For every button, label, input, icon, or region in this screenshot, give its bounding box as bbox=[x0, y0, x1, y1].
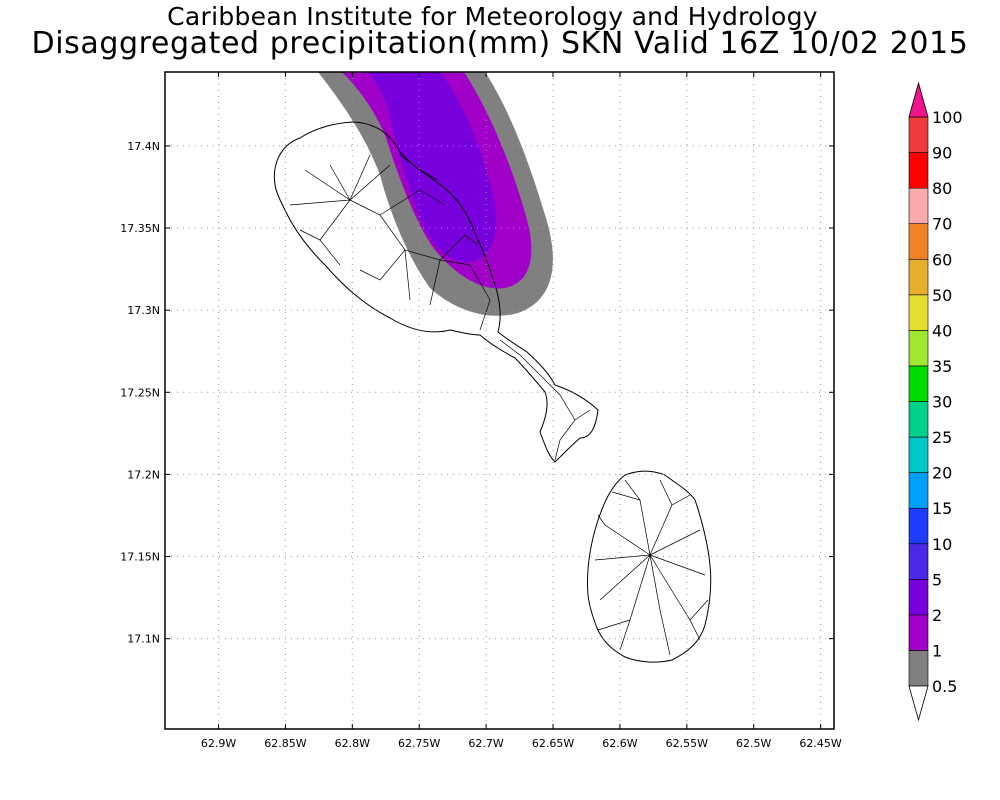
colorbar-segment bbox=[908, 401, 929, 438]
title-line-1: Caribbean Institute for Meteorology and … bbox=[167, 2, 818, 31]
colorbar-label: 100 bbox=[932, 108, 963, 127]
colorbar-label: 35 bbox=[932, 357, 952, 376]
lon-tick-label: 62.45W bbox=[799, 737, 841, 750]
lon-tick-label: 62.75W bbox=[398, 737, 440, 750]
lon-tick-label: 62.8W bbox=[335, 737, 370, 750]
colorbar-segment bbox=[908, 187, 929, 224]
colorbar-segment bbox=[908, 330, 929, 367]
lat-tick-label: 17.1N bbox=[127, 633, 160, 646]
colorbar-label: 2 bbox=[932, 606, 942, 625]
lon-tick-label: 62.65W bbox=[532, 737, 574, 750]
lat-tick-label: 17.35N bbox=[120, 222, 160, 235]
island-outlines bbox=[273, 121, 712, 663]
lat-tick-label: 17.25N bbox=[120, 386, 160, 399]
colorbar-segment bbox=[908, 116, 929, 153]
st-kitts-drainage bbox=[289, 154, 591, 461]
colorbar-label: 15 bbox=[932, 499, 952, 518]
nevis-drainage bbox=[594, 479, 709, 656]
colorbar-label: 0.5 bbox=[932, 677, 957, 696]
colorbar-segment bbox=[908, 650, 929, 687]
colorbar-segment bbox=[908, 472, 929, 509]
st-kitts-outline bbox=[273, 121, 599, 463]
colorbar-bottom-arrow bbox=[908, 685, 929, 722]
colorbar-label: 20 bbox=[932, 464, 952, 483]
colorbar-label: 90 bbox=[932, 144, 952, 163]
colorbar-label: 60 bbox=[932, 250, 952, 269]
colorbar-segment bbox=[908, 543, 929, 580]
nevis-outline bbox=[587, 470, 712, 663]
colorbar-label: 5 bbox=[932, 570, 942, 589]
map-axes: 62.9W 62.85W 62.8W 62.75W 62.7W 62.65W 62.6W 62… bbox=[120, 72, 842, 750]
colorbar-label: 25 bbox=[932, 428, 952, 447]
colorbar-top-arrow bbox=[908, 81, 929, 118]
lat-tick-label: 17.4N bbox=[127, 140, 160, 153]
colorbar-segment bbox=[908, 223, 929, 260]
map-frame bbox=[164, 71, 835, 730]
colorbar-label: 80 bbox=[932, 179, 952, 198]
colorbar-segment bbox=[908, 614, 929, 651]
colorbar-label: 10 bbox=[932, 535, 952, 554]
colorbar-segment bbox=[908, 365, 929, 402]
colorbar-segment bbox=[908, 507, 929, 545]
lon-tick-label: 62.55W bbox=[666, 737, 708, 750]
colorbar-label: 70 bbox=[932, 215, 952, 234]
lon-tick-label: 62.7W bbox=[468, 737, 503, 750]
lon-tick-label: 62.5W bbox=[736, 737, 771, 750]
colorbar-segment bbox=[908, 579, 929, 616]
colorbar-label: 30 bbox=[932, 393, 952, 412]
colorbar-segment bbox=[908, 436, 929, 473]
lat-tick-label: 17.15N bbox=[120, 551, 160, 564]
title-line-2: Disaggregated precipitation(mm) SKN Vali… bbox=[31, 26, 969, 61]
colorbar-label: 50 bbox=[932, 286, 952, 305]
lon-tick-label: 62.85W bbox=[264, 737, 306, 750]
lon-tick-label: 62.9W bbox=[201, 737, 236, 750]
lat-tick-label: 17.2N bbox=[127, 468, 160, 481]
colorbar-segment bbox=[908, 258, 929, 296]
colorbar-segment bbox=[908, 294, 929, 331]
lat-tick-label: 17.3N bbox=[127, 304, 160, 317]
colorbar-segment bbox=[908, 152, 929, 189]
colorbar-label: 1 bbox=[932, 641, 942, 660]
precip-band-5mm bbox=[368, 72, 497, 262]
colorbar-label: 40 bbox=[932, 321, 952, 340]
lon-tick-label: 62.6W bbox=[602, 737, 637, 750]
precipitation-shading bbox=[318, 72, 553, 316]
